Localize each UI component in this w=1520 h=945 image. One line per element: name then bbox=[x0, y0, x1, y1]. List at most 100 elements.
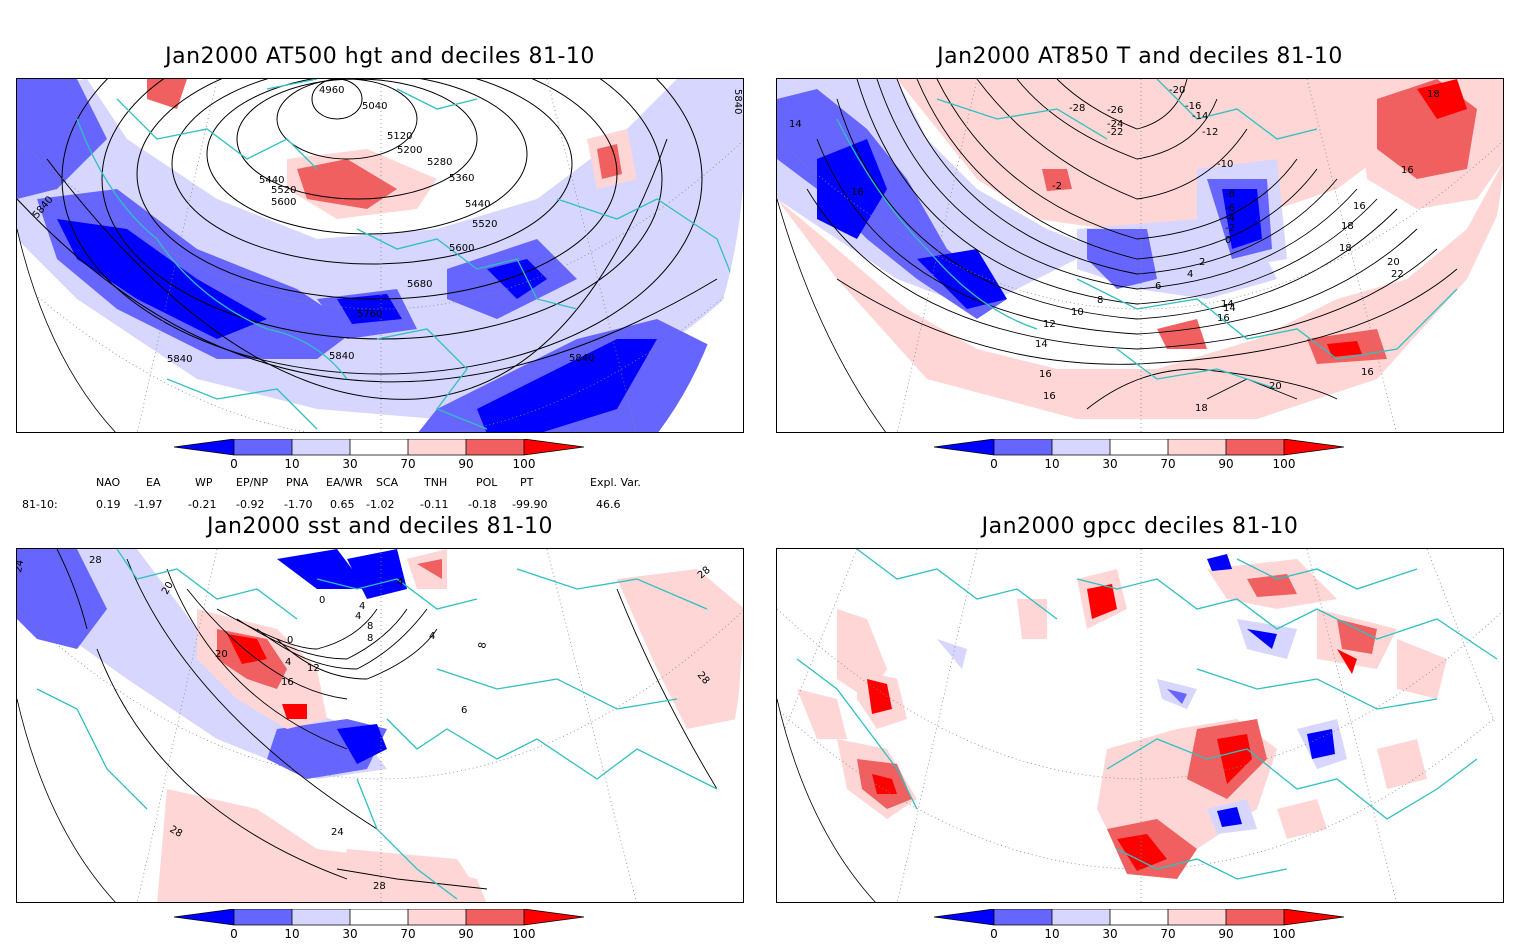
map-gpcc bbox=[776, 548, 1504, 903]
colorbar-label: 70 bbox=[1160, 927, 1176, 941]
contour-label: 4 bbox=[397, 577, 403, 588]
colorbar-svg bbox=[934, 439, 1345, 456]
contour-label: 5040 bbox=[362, 101, 387, 112]
contour-label: -10 bbox=[1217, 159, 1233, 170]
contour-label: 5440 bbox=[259, 175, 284, 186]
contour-label: -24 bbox=[1107, 119, 1123, 130]
colorbar-label: 0 bbox=[990, 927, 998, 941]
contour-label: -4 bbox=[1225, 213, 1235, 224]
contour-label: 2 bbox=[1199, 257, 1205, 268]
contour-label: 14 bbox=[1223, 303, 1236, 314]
tele-value: -99.90 bbox=[512, 498, 548, 511]
tele-value: -0.21 bbox=[188, 498, 217, 511]
contour-label: 5280 bbox=[427, 157, 452, 168]
contour-label: 4 bbox=[285, 657, 291, 668]
map-hgt500-svg: 4960 5040 5120 5200 5280 5360 5440 5520 … bbox=[17, 79, 743, 432]
tele-value: 0.65 bbox=[330, 498, 355, 511]
contour-label: 16 bbox=[851, 187, 864, 198]
contour-label: -12 bbox=[1202, 127, 1218, 138]
contour-label: 16 bbox=[1043, 391, 1056, 402]
contour-label: 4 bbox=[359, 601, 365, 612]
contour-label: 24 bbox=[17, 559, 26, 573]
colorbar-label: 10 bbox=[1044, 457, 1060, 471]
contour-label: 5120 bbox=[387, 131, 412, 142]
tele-header: Expl. Var. bbox=[590, 476, 641, 489]
tele-header: EA/WR bbox=[326, 476, 363, 489]
colorbar-label: 90 bbox=[1218, 457, 1234, 471]
contour-label: -20 bbox=[1169, 85, 1185, 96]
contour-label: 5440 bbox=[465, 199, 490, 210]
panel-title-gpcc: Jan2000 gpcc deciles 81-10 bbox=[981, 514, 1299, 539]
tele-header: NAO bbox=[96, 476, 121, 489]
colorbar-label: 70 bbox=[400, 927, 416, 941]
tele-header: WP bbox=[195, 476, 213, 489]
contour-label: 14 bbox=[789, 119, 802, 130]
tele-header: PT bbox=[520, 476, 534, 489]
contour-label: 18 bbox=[1339, 243, 1352, 254]
tele-header: POL bbox=[476, 476, 498, 489]
contour-label: 20 bbox=[1269, 381, 1282, 392]
colorbar-svg bbox=[174, 909, 585, 926]
contour-label: 10 bbox=[1071, 307, 1084, 318]
contour-label: 4 bbox=[355, 611, 361, 622]
tele-value: 0.19 bbox=[96, 498, 121, 511]
map-sst-svg: 28 24 20 20 16 12 8 4 0 4 0 4 8 4 4 8 28… bbox=[17, 549, 743, 902]
map-gpcc-svg bbox=[777, 549, 1503, 902]
contour-label: 4960 bbox=[319, 85, 344, 96]
contour-label: 5520 bbox=[472, 219, 497, 230]
tele-value: -0.18 bbox=[468, 498, 497, 511]
tele-value: -1.02 bbox=[366, 498, 395, 511]
colorbar-label: 90 bbox=[1218, 927, 1234, 941]
contour-label: 5200 bbox=[397, 145, 422, 156]
contour-label: 20 bbox=[215, 649, 228, 660]
tele-header: SCA bbox=[376, 476, 399, 489]
colorbar-label: 0 bbox=[230, 927, 238, 941]
contour-label: 8 bbox=[367, 621, 373, 632]
contour-label: 20 bbox=[1387, 257, 1400, 268]
colorbar-hgt500: 0 10 30 70 90 100 bbox=[174, 439, 594, 475]
contour-label: 28 bbox=[89, 555, 102, 566]
map-t850: 14 16 -28 -26 -24 -22 -20 -16 -14 -12 -1… bbox=[776, 78, 1504, 433]
colorbar-label: 100 bbox=[512, 457, 536, 471]
colorbar-label: 100 bbox=[1272, 457, 1296, 471]
contour-label: 16 bbox=[1039, 369, 1052, 380]
colorbar-label: 0 bbox=[230, 457, 238, 471]
colorbar-label: 10 bbox=[284, 927, 300, 941]
contour-label: 16 bbox=[1361, 367, 1374, 378]
map-sst: 28 24 20 20 16 12 8 4 0 4 0 4 8 4 4 8 28… bbox=[16, 548, 744, 903]
colorbar-label: 10 bbox=[284, 457, 300, 471]
contour-label: 12 bbox=[1043, 319, 1056, 330]
contour-label: 5840 bbox=[167, 354, 192, 365]
contour-label: 4 bbox=[1187, 269, 1193, 280]
contour-label: -28 bbox=[1069, 103, 1085, 114]
contour-label: 4 bbox=[429, 631, 435, 642]
contour-label: 0 bbox=[287, 635, 293, 646]
tele-value: -1.97 bbox=[134, 498, 163, 511]
contour-label: -2 bbox=[1225, 223, 1235, 234]
colorbar-label: 10 bbox=[1044, 927, 1060, 941]
contour-label: 5840 bbox=[732, 89, 743, 114]
colorbar-label: 30 bbox=[342, 457, 358, 471]
tele-header: TNH bbox=[424, 476, 448, 489]
contour-label: 5840 bbox=[329, 351, 354, 362]
map-t850-svg: 14 16 -28 -26 -24 -22 -20 -16 -14 -12 -1… bbox=[777, 79, 1503, 432]
colorbar-label: 70 bbox=[400, 457, 416, 471]
contour-label: 5840 bbox=[569, 353, 594, 364]
contour-label: 14 bbox=[1035, 339, 1048, 350]
tele-row-label: 81-10: bbox=[22, 498, 58, 511]
contour-label: 5520 bbox=[271, 185, 296, 196]
contour-label: -26 bbox=[1107, 105, 1123, 116]
contour-label: 28 bbox=[373, 881, 386, 892]
contour-label: 14 bbox=[1221, 299, 1234, 310]
colorbar-gpcc: 0 10 30 70 90 100 bbox=[934, 909, 1354, 945]
contour-label: 8 bbox=[477, 641, 489, 649]
tele-value: 46.6 bbox=[596, 498, 621, 511]
contour-label: 16 bbox=[1401, 165, 1414, 176]
contour-label: 8 bbox=[1097, 295, 1103, 306]
colorbar-label: 90 bbox=[458, 927, 474, 941]
contour-label: 5600 bbox=[271, 197, 296, 208]
colorbar-sst: 0 10 30 70 90 100 bbox=[174, 909, 594, 945]
tele-header: EA bbox=[146, 476, 161, 489]
contour-label: 5760 bbox=[357, 309, 382, 320]
panel-title-t850: Jan2000 AT850 T and deciles 81-10 bbox=[937, 44, 1343, 69]
